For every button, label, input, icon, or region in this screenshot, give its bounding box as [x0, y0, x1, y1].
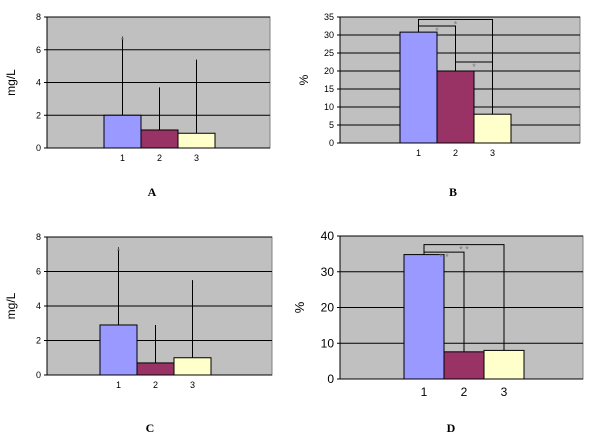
bar-1	[103, 114, 142, 149]
y-tick-label: 40	[321, 229, 335, 243]
y-tick-label: 6	[36, 267, 41, 277]
y-axis-label: mg/L	[4, 69, 18, 96]
y-tick-label: 20	[324, 66, 334, 76]
y-tick-label: 2	[36, 110, 41, 120]
y-tick-label: 15	[324, 84, 334, 94]
y-tick-label: 4	[36, 78, 41, 88]
bar-2	[136, 362, 175, 376]
y-axis-label: %	[297, 74, 311, 85]
y-axis-label: mg/L	[4, 292, 18, 319]
y-tick-label: 8	[36, 12, 41, 22]
bar-2	[443, 351, 485, 380]
x-tick-label: 1	[120, 153, 125, 163]
panel-label: B	[449, 185, 457, 199]
chart-panel-c: 0 2 4 6 8 mg/L 1 2 3 * C	[4, 232, 273, 435]
y-tick-label: 35	[324, 12, 334, 22]
significance-mark: *	[121, 36, 125, 46]
y-tick-label: 30	[324, 30, 334, 40]
bar-2	[436, 70, 475, 144]
y-tick-label: 10	[324, 102, 334, 112]
y-tick-label: 5	[329, 120, 334, 130]
x-tick-label: 3	[501, 385, 508, 399]
y-tick-label: 6	[36, 45, 41, 55]
y-axis-label: %	[292, 301, 307, 313]
chart-panel-b: 0 5 10 15 20 25 30 35% 1 2 3 * * * B	[297, 12, 581, 199]
y-tick-label: 4	[36, 301, 41, 311]
chart-panel-a: 0 2 4 6 8 mg/L 1 2 3 * A	[4, 12, 271, 199]
x-tick-label: 1	[116, 380, 121, 390]
x-tick-label: 2	[157, 153, 162, 163]
y-tick-label: 20	[321, 301, 335, 315]
significance-bracket	[423, 244, 505, 351]
y-tick-label: 2	[36, 336, 41, 346]
x-tick-label: 1	[421, 385, 428, 399]
significance-mark: *	[454, 20, 458, 30]
x-tick-label: 3	[194, 153, 199, 163]
panel-label: D	[447, 421, 456, 435]
bar-1	[403, 254, 445, 380]
panel-label: C	[146, 421, 155, 435]
y-tick-label: 0	[36, 370, 41, 380]
significance-mark: *	[117, 246, 121, 256]
significance-mark: * *	[459, 245, 469, 255]
bar-1	[399, 31, 438, 144]
bar-1	[99, 324, 138, 376]
bar-3	[177, 132, 216, 149]
significance-bracket	[455, 61, 493, 115]
bar-3	[483, 349, 525, 380]
y-tick-label: 0	[329, 138, 334, 148]
x-tick-label: 2	[453, 148, 458, 158]
x-tick-label: 2	[461, 385, 468, 399]
bar-2	[140, 129, 179, 149]
x-tick-label: 3	[190, 380, 195, 390]
y-tick-label: 0	[36, 143, 41, 153]
x-tick-label: 3	[490, 148, 495, 158]
x-tick-label: 2	[153, 380, 158, 390]
y-tick-label: 8	[36, 232, 41, 242]
significance-mark: *	[472, 62, 476, 72]
y-tick-label: 0	[327, 372, 334, 386]
significance-mark: * *	[439, 252, 449, 262]
x-tick-label: 1	[416, 148, 421, 158]
significance-mark: *	[435, 26, 439, 36]
y-tick-label: 25	[324, 48, 334, 58]
chart-panel-d: 0 10 20 30 40% 1 2 3 * * * * D	[292, 229, 584, 435]
bar-3	[173, 357, 212, 376]
y-tick-label: 30	[321, 265, 335, 279]
bar-3	[473, 113, 512, 144]
y-tick-label: 10	[321, 336, 335, 350]
panel-label: A	[148, 185, 157, 199]
